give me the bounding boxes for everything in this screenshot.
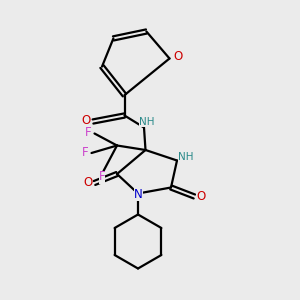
- Text: O: O: [83, 176, 92, 190]
- Text: F: F: [99, 170, 105, 184]
- Text: O: O: [82, 114, 91, 128]
- Text: O: O: [196, 190, 206, 203]
- Text: NH: NH: [178, 152, 194, 162]
- Text: NH: NH: [139, 117, 155, 127]
- Text: N: N: [134, 188, 143, 201]
- Text: F: F: [85, 125, 92, 139]
- Text: O: O: [173, 50, 182, 64]
- Text: F: F: [82, 146, 88, 159]
